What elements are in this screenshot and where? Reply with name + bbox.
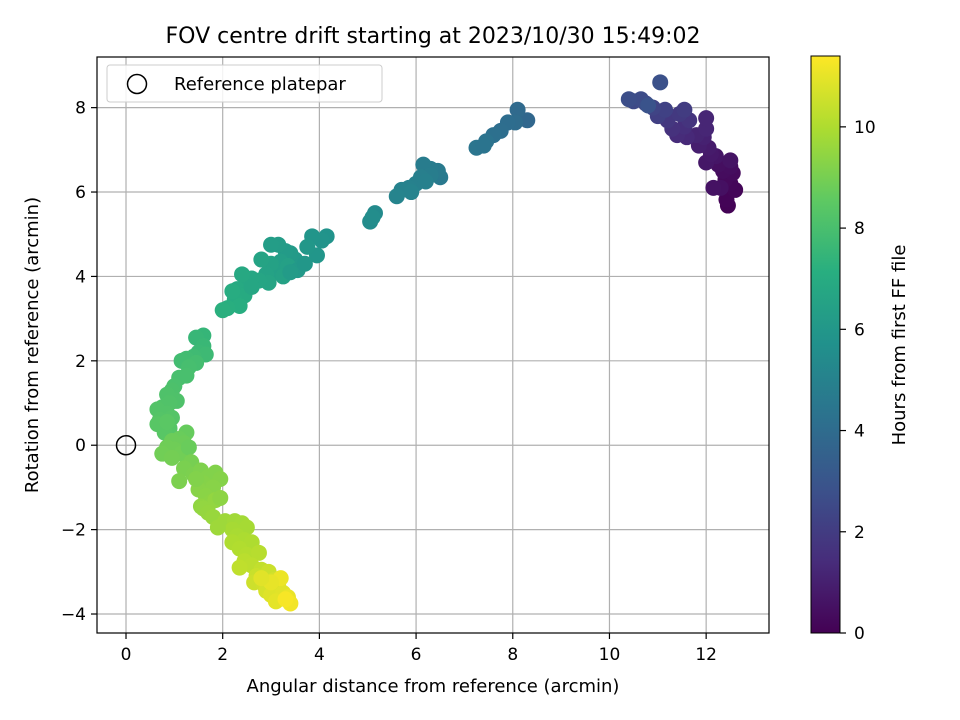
data-point xyxy=(171,473,188,490)
reference-point xyxy=(115,434,137,456)
data-point xyxy=(234,266,251,283)
data-point xyxy=(178,367,195,384)
colorbar-tick-label: 4 xyxy=(854,422,865,442)
colorbar-tick-label: 10 xyxy=(854,118,876,138)
colorbar-tick-label: 6 xyxy=(854,320,865,340)
y-tick-label: −2 xyxy=(61,521,86,541)
y-axis-label: Rotation from reference (arcmin) xyxy=(22,197,43,493)
colorbar-ticks: 0 2 4 6 8 10 xyxy=(840,118,876,644)
data-point xyxy=(652,74,669,91)
colorbar-tick-label: 8 xyxy=(854,219,865,239)
data-point xyxy=(253,251,270,268)
data-point xyxy=(277,591,294,608)
x-axis-label: Angular distance from reference (arcmin) xyxy=(247,676,620,697)
data-point xyxy=(214,302,231,319)
data-point xyxy=(388,188,405,205)
data-point xyxy=(209,519,226,536)
x-tick-label: 8 xyxy=(507,645,518,665)
data-point xyxy=(705,179,722,196)
data-point xyxy=(159,414,176,431)
x-tick-label: 0 xyxy=(121,645,132,665)
data-point xyxy=(180,439,197,456)
data-point xyxy=(403,184,420,201)
colorbar-gradient xyxy=(810,55,841,634)
colorbar-label: Hours from first FF file xyxy=(889,245,910,446)
legend-box xyxy=(106,64,383,103)
data-point xyxy=(364,209,381,226)
legend: Reference platepar xyxy=(106,64,383,103)
data-point xyxy=(657,101,674,118)
data-point xyxy=(417,173,434,190)
y-tick-label: 4 xyxy=(75,267,86,287)
plot-frame xyxy=(96,56,770,634)
y-axis-ticks: −4 −2 0 2 4 6 8 xyxy=(61,99,97,625)
data-point xyxy=(263,236,280,253)
data-point xyxy=(231,297,248,314)
data-point xyxy=(212,489,229,506)
data-point xyxy=(253,570,270,587)
x-tick-label: 2 xyxy=(217,645,228,665)
data-point xyxy=(231,559,248,576)
data-point xyxy=(620,91,637,108)
colorbar-tick-label: 0 xyxy=(854,624,865,644)
data-point xyxy=(475,137,492,154)
colorbar-tick-label: 2 xyxy=(854,523,865,543)
x-tick-label: 12 xyxy=(695,645,717,665)
y-tick-label: 2 xyxy=(75,352,86,372)
colorbar: 0 2 4 6 8 10 Hours from first FF file xyxy=(810,55,910,644)
legend-marker xyxy=(126,73,148,95)
data-point xyxy=(676,101,693,118)
chart-title: FOV centre drift starting at 2023/10/30 … xyxy=(166,24,701,49)
data-point xyxy=(282,264,299,281)
data-point xyxy=(640,97,657,114)
y-tick-label: 6 xyxy=(75,183,86,203)
data-point xyxy=(296,255,313,272)
x-tick-label: 10 xyxy=(599,645,621,665)
scatter-points xyxy=(149,74,744,612)
data-point xyxy=(224,283,241,300)
data-point xyxy=(299,238,316,255)
data-point xyxy=(163,449,180,466)
data-point xyxy=(243,278,260,295)
x-axis-ticks: 0 2 4 6 8 10 12 xyxy=(121,633,717,665)
data-point xyxy=(722,152,739,169)
data-point xyxy=(519,112,536,129)
data-point xyxy=(509,101,526,118)
x-tick-label: 6 xyxy=(411,645,422,665)
data-point xyxy=(188,470,205,487)
y-tick-label: 8 xyxy=(75,99,86,119)
y-tick-label: −4 xyxy=(61,605,86,625)
x-tick-label: 4 xyxy=(314,645,325,665)
data-point xyxy=(250,544,267,561)
data-point xyxy=(698,110,715,127)
y-tick-label: 0 xyxy=(75,436,86,456)
legend-label: Reference platepar xyxy=(174,74,346,95)
